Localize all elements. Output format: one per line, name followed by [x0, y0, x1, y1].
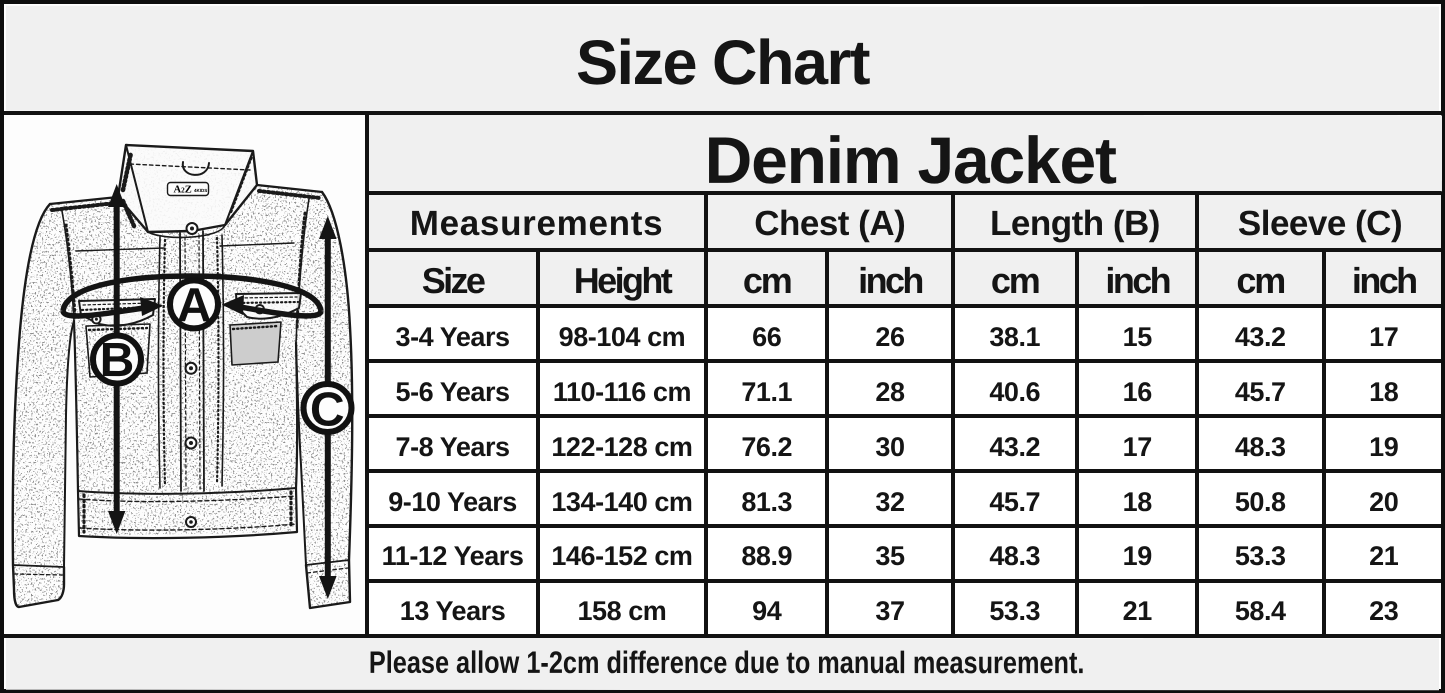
svg-text:A: A: [177, 279, 212, 332]
svg-text:4KIDS: 4KIDS: [194, 188, 207, 193]
svg-text:A2Z: A2Z: [173, 184, 191, 195]
svg-text:C: C: [310, 383, 345, 436]
svg-text:B: B: [100, 334, 135, 387]
